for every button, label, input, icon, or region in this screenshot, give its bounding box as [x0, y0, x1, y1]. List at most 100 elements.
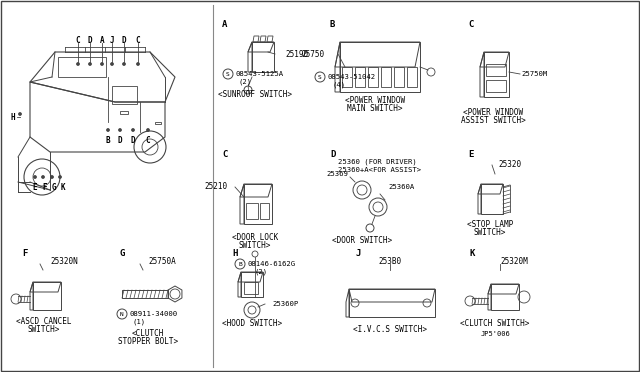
- Circle shape: [42, 176, 45, 179]
- Text: 25210: 25210: [205, 182, 228, 190]
- Text: <HOOD SWITCH>: <HOOD SWITCH>: [222, 320, 282, 328]
- Text: K: K: [61, 183, 65, 192]
- Text: <CLUTCH: <CLUTCH: [132, 330, 164, 339]
- Text: 25369: 25369: [326, 171, 348, 177]
- Text: 25750A: 25750A: [148, 257, 176, 266]
- Circle shape: [118, 128, 122, 131]
- Text: (2): (2): [254, 269, 267, 275]
- Text: (2): (2): [238, 79, 251, 85]
- Text: 25360+A<FOR ASSIST>: 25360+A<FOR ASSIST>: [338, 167, 421, 173]
- Text: D: D: [118, 135, 122, 144]
- Text: B: B: [238, 262, 242, 266]
- Text: 25320M: 25320M: [500, 257, 528, 266]
- Text: J: J: [355, 250, 360, 259]
- Bar: [355, 67, 365, 87]
- Text: <POWER WINDOW: <POWER WINDOW: [345, 96, 405, 105]
- Bar: [407, 67, 417, 87]
- Circle shape: [58, 176, 61, 179]
- Text: D: D: [330, 150, 335, 158]
- Circle shape: [77, 62, 79, 65]
- Text: B: B: [106, 135, 110, 144]
- Text: A: A: [100, 35, 104, 45]
- Bar: [260, 203, 269, 219]
- Text: H: H: [232, 250, 237, 259]
- Bar: [486, 80, 506, 92]
- Bar: [58, 57, 106, 77]
- Text: <I.V.C.S SWITCH>: <I.V.C.S SWITCH>: [353, 326, 427, 334]
- Text: 25750: 25750: [302, 49, 325, 58]
- Text: MAIN SWITCH>: MAIN SWITCH>: [348, 103, 403, 112]
- Circle shape: [51, 176, 54, 179]
- Text: 25750M: 25750M: [521, 71, 547, 77]
- Text: ASSIST SWITCH>: ASSIST SWITCH>: [461, 115, 525, 125]
- Text: (4): (4): [332, 82, 345, 88]
- Text: 253B0: 253B0: [378, 257, 401, 266]
- Text: N: N: [120, 311, 124, 317]
- Text: <CLUTCH SWITCH>: <CLUTCH SWITCH>: [460, 320, 530, 328]
- Text: A: A: [222, 19, 227, 29]
- Text: <STOP LAMP: <STOP LAMP: [467, 219, 513, 228]
- Text: <POWER WINDOW: <POWER WINDOW: [463, 108, 523, 116]
- Bar: [122, 290, 168, 298]
- Text: K: K: [470, 250, 476, 259]
- Text: D: D: [88, 35, 92, 45]
- Text: SWITCH>: SWITCH>: [239, 241, 271, 250]
- Text: <DOOR LOCK: <DOOR LOCK: [232, 232, 278, 241]
- Text: C: C: [146, 135, 150, 144]
- Text: <DOOR SWITCH>: <DOOR SWITCH>: [332, 235, 392, 244]
- Text: C: C: [468, 19, 474, 29]
- Circle shape: [131, 128, 134, 131]
- Text: 08911-34000: 08911-34000: [129, 311, 177, 317]
- Circle shape: [111, 62, 113, 65]
- Bar: [112, 86, 137, 104]
- Bar: [155, 122, 161, 124]
- Text: F: F: [22, 250, 28, 259]
- Bar: [368, 67, 378, 87]
- Circle shape: [33, 176, 36, 179]
- Text: 08543-51042: 08543-51042: [327, 74, 375, 80]
- Text: D: D: [131, 135, 135, 144]
- Text: J: J: [109, 35, 115, 45]
- Text: SWITCH>: SWITCH>: [474, 228, 506, 237]
- Text: E: E: [468, 150, 474, 158]
- Text: 25320N: 25320N: [50, 257, 77, 266]
- Text: 25360A: 25360A: [388, 184, 414, 190]
- Text: E: E: [33, 183, 37, 192]
- Text: 25360 (FOR DRIVER): 25360 (FOR DRIVER): [338, 159, 417, 165]
- Circle shape: [100, 62, 104, 65]
- Bar: [120, 111, 128, 114]
- Text: <SUNROOF SWITCH>: <SUNROOF SWITCH>: [218, 90, 292, 99]
- Text: G: G: [120, 250, 125, 259]
- Text: SWITCH>: SWITCH>: [28, 326, 60, 334]
- Text: <ASCD CANCEL: <ASCD CANCEL: [16, 317, 72, 327]
- Circle shape: [122, 62, 125, 65]
- Bar: [394, 67, 404, 87]
- Text: 25360P: 25360P: [272, 301, 298, 307]
- Text: (1): (1): [132, 319, 145, 325]
- Text: C: C: [136, 35, 140, 45]
- Circle shape: [88, 62, 92, 65]
- Bar: [246, 203, 258, 219]
- Text: C: C: [222, 150, 227, 158]
- Bar: [486, 64, 506, 76]
- Bar: [244, 282, 258, 294]
- Text: 25320: 25320: [498, 160, 521, 169]
- Text: 08146-6162G: 08146-6162G: [248, 261, 296, 267]
- Text: D: D: [122, 35, 126, 45]
- Text: JP5'006: JP5'006: [480, 331, 510, 337]
- Text: S: S: [318, 74, 322, 80]
- Bar: [381, 67, 391, 87]
- Text: STOPPER BOLT>: STOPPER BOLT>: [118, 337, 178, 346]
- Text: 08543-5125A: 08543-5125A: [235, 71, 283, 77]
- Text: S: S: [226, 71, 230, 77]
- Circle shape: [19, 112, 22, 115]
- Text: H: H: [11, 112, 15, 122]
- Bar: [342, 67, 352, 87]
- Circle shape: [136, 62, 140, 65]
- Text: F: F: [43, 183, 47, 192]
- Circle shape: [106, 128, 109, 131]
- Text: 25190: 25190: [285, 49, 308, 58]
- Text: C: C: [76, 35, 80, 45]
- Text: G: G: [52, 183, 56, 192]
- Text: B: B: [330, 19, 335, 29]
